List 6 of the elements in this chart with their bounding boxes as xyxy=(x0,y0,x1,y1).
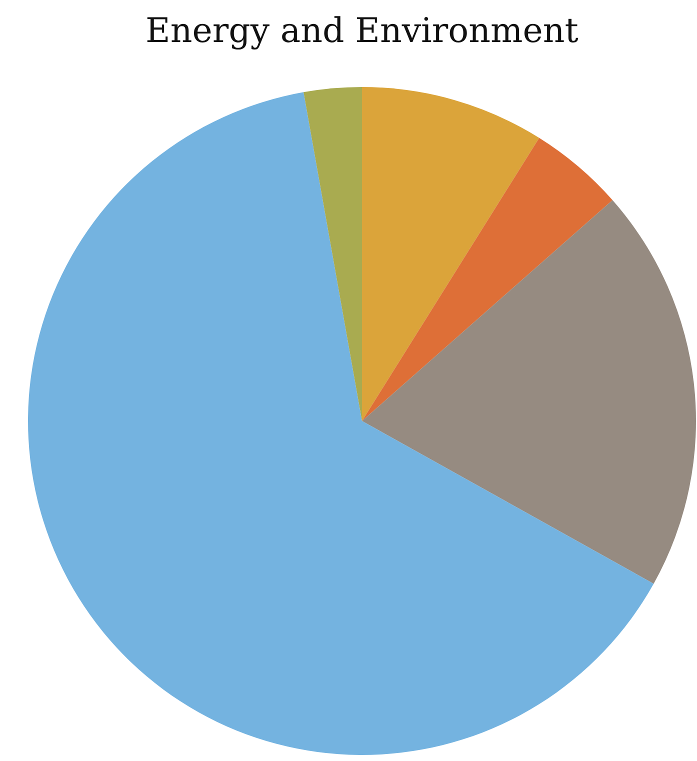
pie-slice xyxy=(28,92,654,755)
pie-slice xyxy=(362,138,613,421)
pie-slice xyxy=(362,87,540,421)
pie-slice xyxy=(304,87,362,421)
chart-title: Energy and Environment xyxy=(146,11,579,51)
pie-slice xyxy=(362,200,696,584)
